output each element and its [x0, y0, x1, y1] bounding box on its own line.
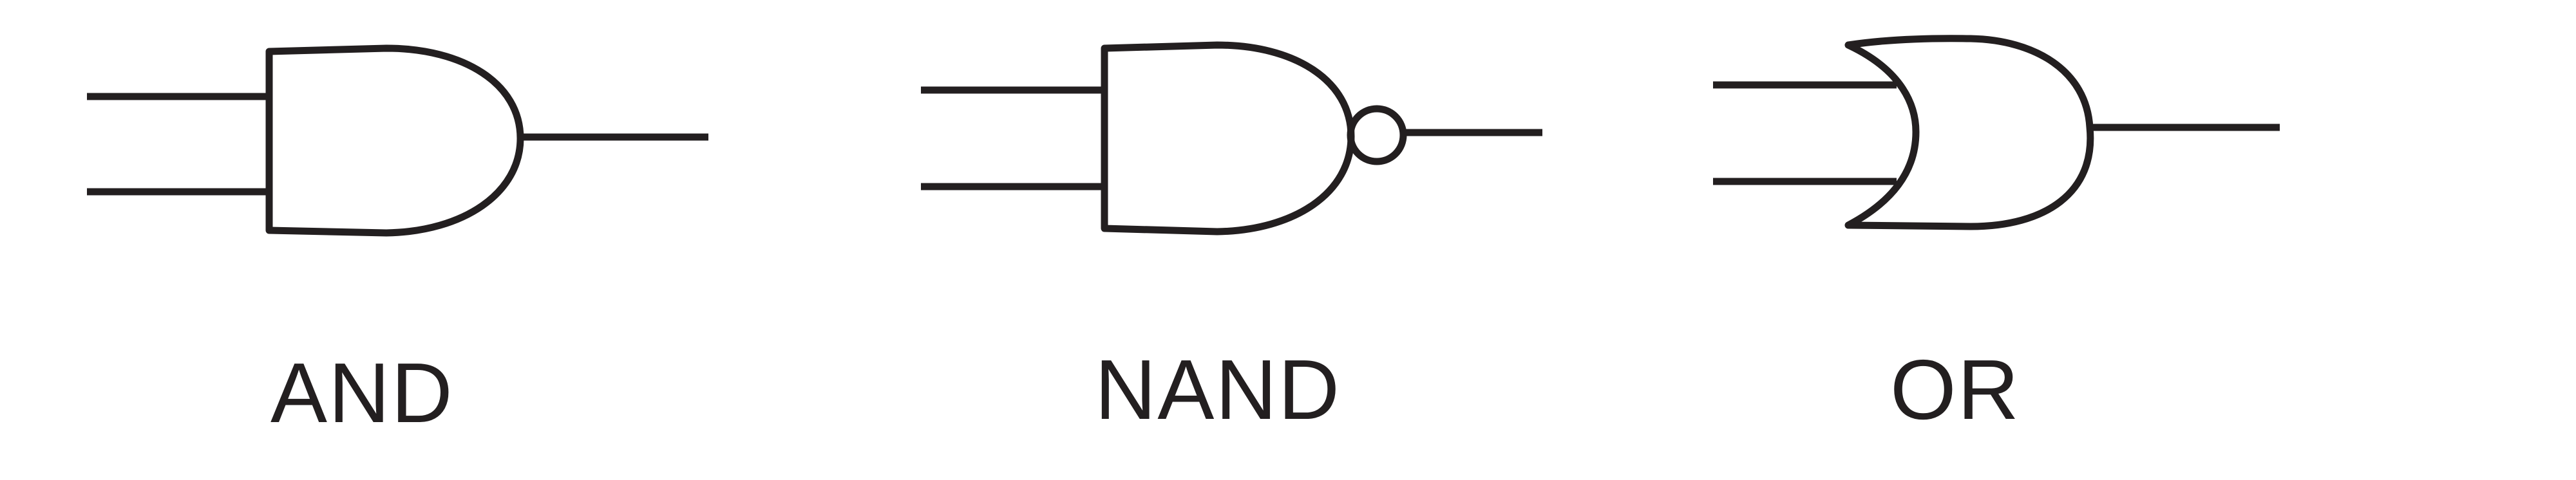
and-gate	[87, 44, 708, 237]
or-gate	[1713, 35, 2280, 230]
or-gate-body	[1844, 35, 2094, 230]
or-gate-label: OR	[1890, 342, 2020, 437]
nand-gate	[921, 41, 1542, 235]
nand-inversion-bubble	[1347, 105, 1407, 165]
nand-gate-label: NAND	[1095, 342, 1341, 437]
nand-gate-body	[1101, 41, 1355, 235]
and-gate-body	[265, 44, 524, 237]
and-gate-label: AND	[270, 346, 454, 440]
